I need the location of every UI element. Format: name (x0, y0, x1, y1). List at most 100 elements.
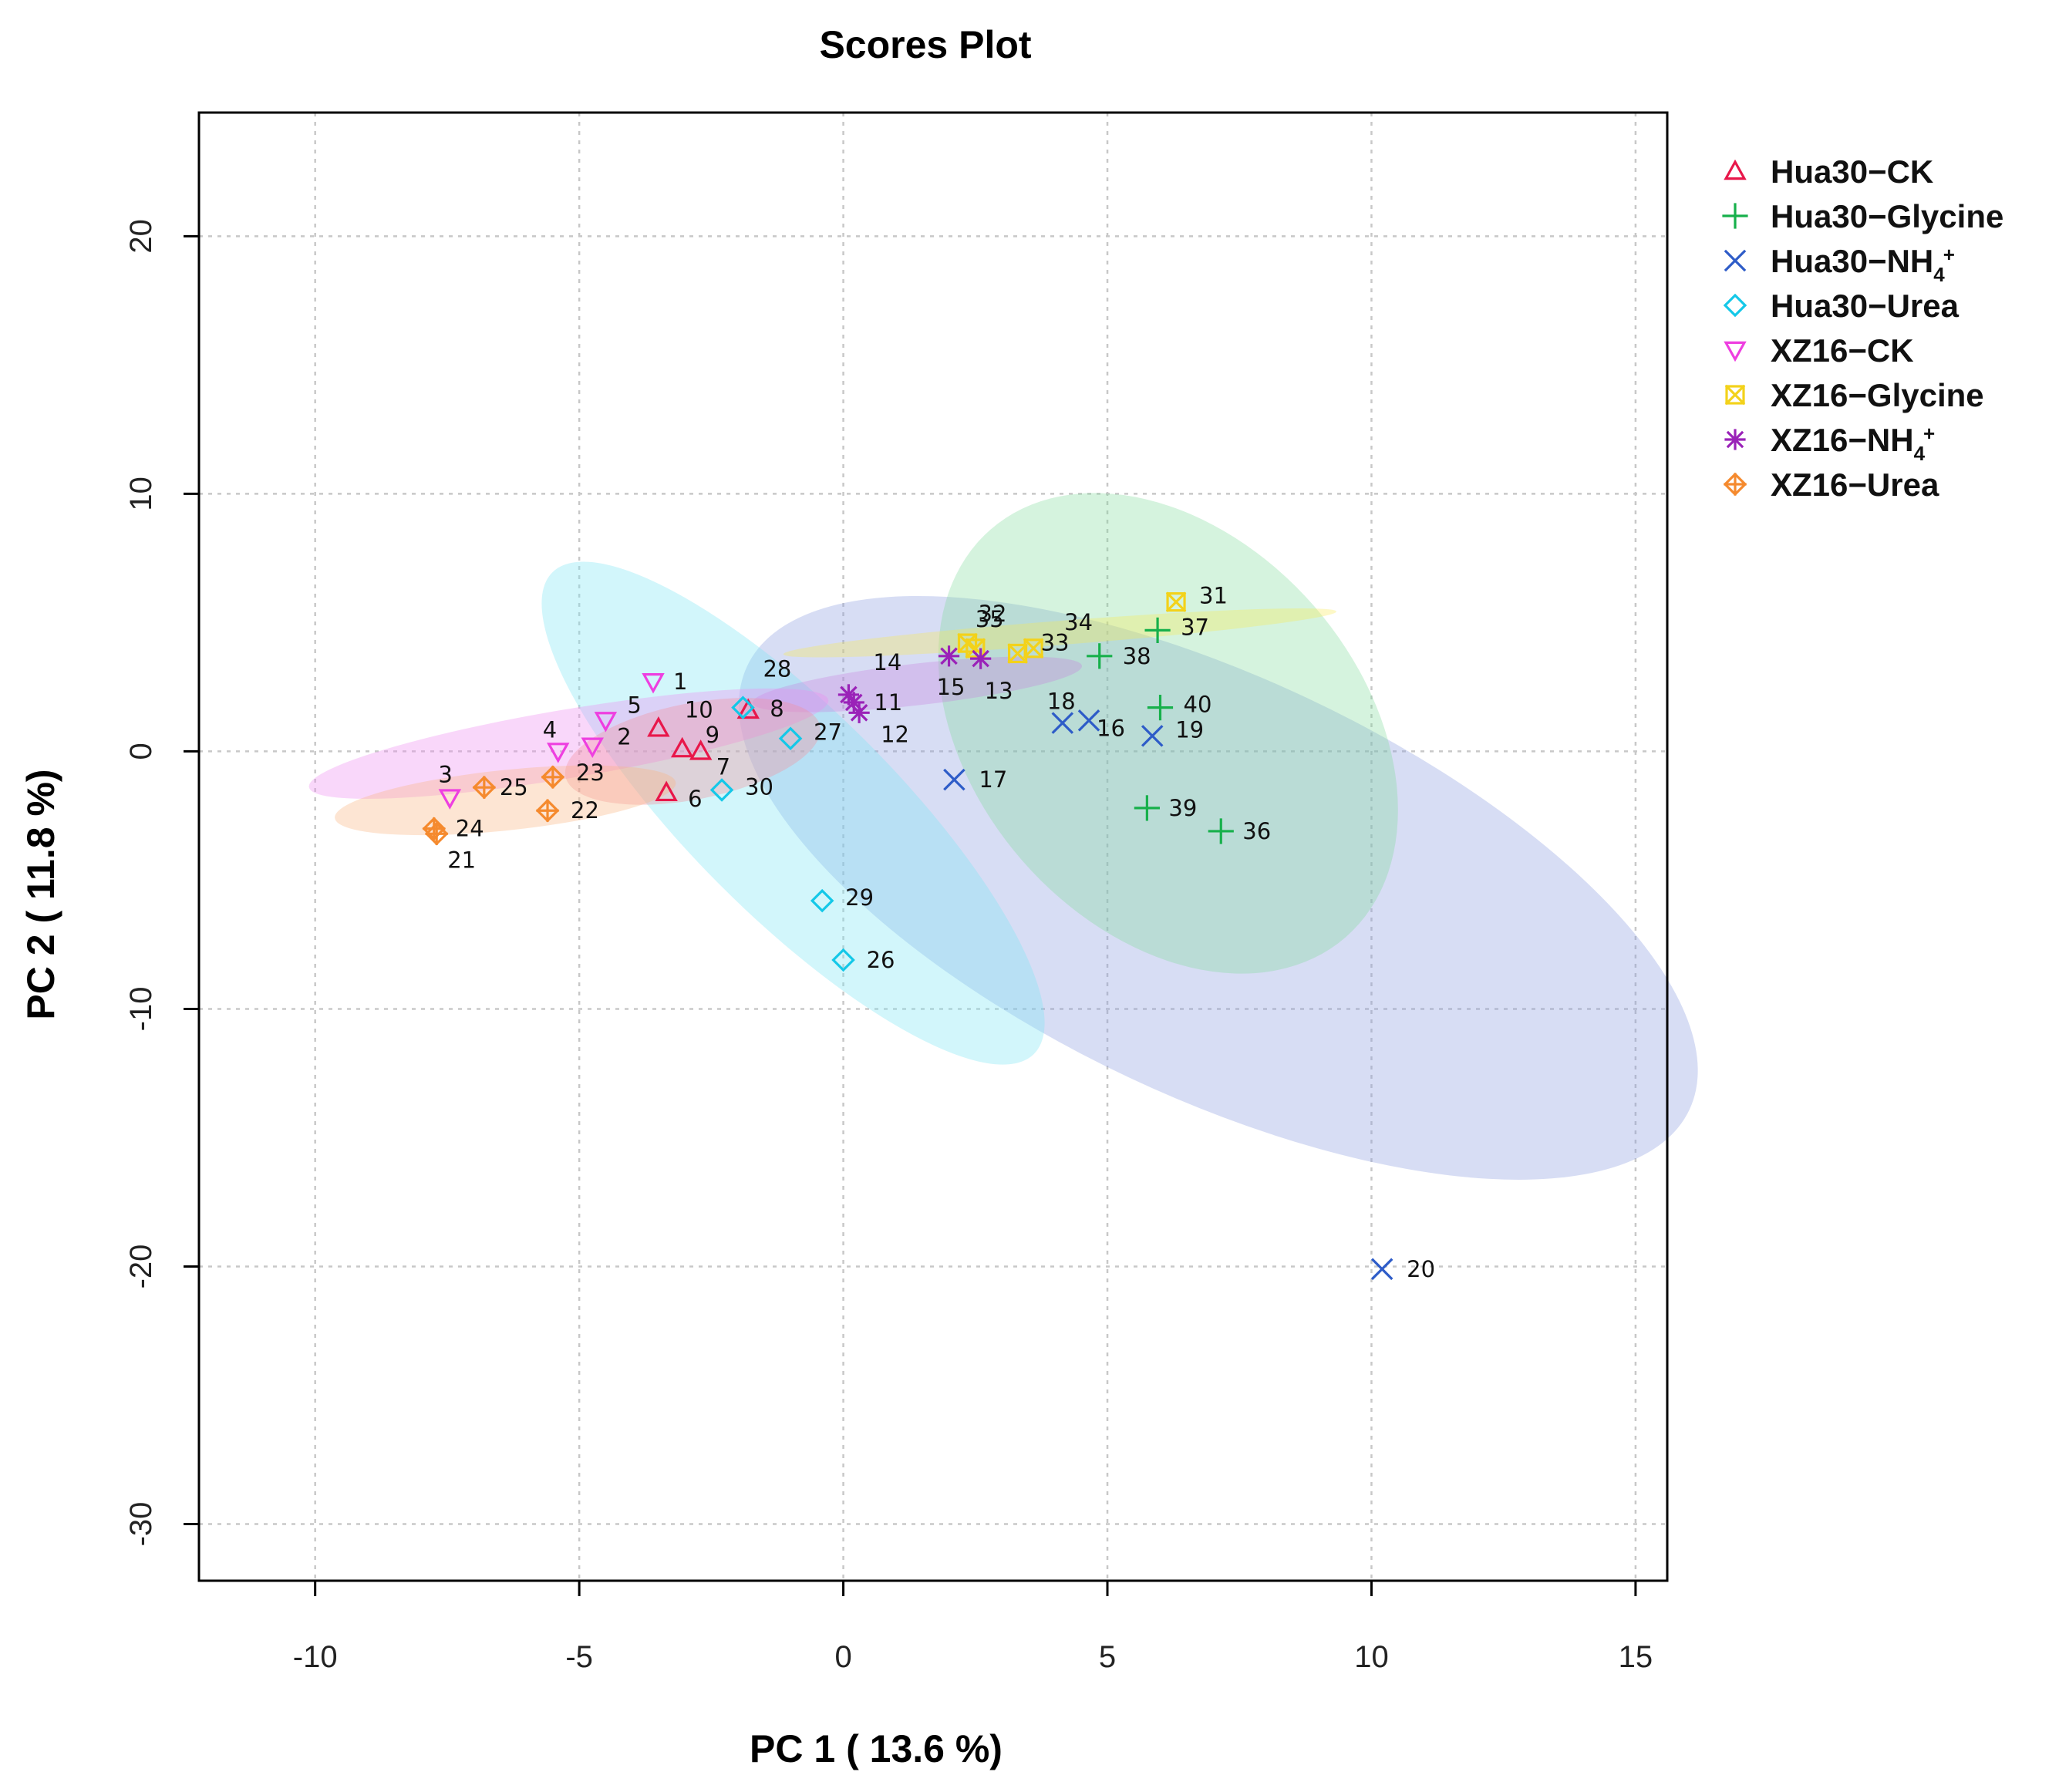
y-tick-label: 10 (124, 477, 158, 511)
point-xz16-ck-1 (642, 673, 665, 694)
point-label-39: 39 (1168, 795, 1197, 821)
point-hua30-ck-9 (670, 736, 694, 758)
point-xz16-ck-4 (547, 743, 570, 763)
point-label-25: 25 (500, 774, 528, 800)
legend-item-xz16-glycine: XZ16−Glycine (1724, 377, 1984, 413)
point-hua30-urea-27 (778, 726, 803, 750)
point-hua30-glycine-39 (1134, 795, 1160, 821)
y-axis-label: PC 2 ( 11.8 %) (19, 769, 62, 1019)
point-xz16-nh4plus-12 (848, 702, 870, 723)
point-label-12: 12 (881, 721, 909, 747)
legend-item-xz16-nh4plus: XZ16−NH4+ (1724, 422, 1935, 465)
point-label-3: 3 (438, 762, 452, 788)
legend-label: XZ16−CK (1771, 332, 1914, 369)
point-hua30-nh4plus-18 (1051, 712, 1074, 734)
point-hua30-nh4plus-20 (1370, 1258, 1393, 1281)
legend-marker-hua30-nh4plus (1724, 249, 1747, 272)
y-tick-label: 0 (124, 743, 158, 760)
point-label-36: 36 (1242, 818, 1271, 844)
point-label-22: 22 (571, 797, 599, 824)
point-label-37: 37 (1181, 614, 1209, 640)
point-xz16-glycine-31 (1165, 591, 1187, 612)
point-xz16-glycine-34 (1023, 638, 1044, 659)
point-hua30-urea-30 (709, 778, 734, 802)
point-label-31: 31 (1199, 583, 1228, 609)
point-hua30-ck-10 (647, 716, 670, 737)
y-tick-label: -20 (124, 1245, 158, 1289)
x-tick-label: 5 (1099, 1640, 1116, 1674)
grid (199, 113, 1667, 1581)
x-axis: -10 -5 0 5 10 15 (293, 1581, 1653, 1674)
x-tick-label: 10 (1354, 1640, 1389, 1674)
legend-label: Hua30−Urea (1771, 288, 1960, 324)
point-label-13: 13 (985, 678, 1013, 704)
legend-marker-xz16-ck (1724, 341, 1747, 362)
legend-marker-xz16-glycine (1724, 384, 1746, 406)
point-label-27: 27 (814, 719, 842, 746)
point-label-18: 18 (1047, 689, 1076, 715)
point-label-33: 33 (1041, 629, 1070, 655)
plot-frame (197, 111, 1669, 1582)
point-hua30-glycine-38 (1087, 643, 1113, 669)
legend-item-hua30-urea: Hua30−Urea (1723, 288, 1960, 324)
point-xz16-urea-24 (422, 817, 447, 840)
point-label-2: 2 (617, 724, 631, 750)
y-tick-label: -10 (124, 987, 158, 1032)
x-tick-label: 15 (1619, 1640, 1653, 1674)
point-xz16-ck-5 (594, 712, 618, 733)
ellipse-hua30-nh4plus (739, 595, 1698, 1180)
point-xz16-nh4plus-14 (837, 684, 860, 706)
x-tick-label: -5 (565, 1640, 593, 1674)
ellipse-xz16-glycine (783, 608, 1336, 658)
point-label-20: 20 (1407, 1256, 1435, 1282)
legend-label: Hua30−Glycine (1771, 198, 2003, 234)
legend-label: XZ16−Glycine (1771, 377, 1984, 413)
data-points (422, 591, 1393, 1281)
x-tick-label: 0 (834, 1640, 851, 1674)
point-hua30-ck-7 (689, 739, 713, 760)
point-xz16-ck-3 (438, 789, 462, 810)
point-label-15: 15 (937, 674, 965, 700)
ellipse-xz16-urea (335, 765, 676, 836)
legend-marker-hua30-glycine (1722, 203, 1748, 229)
point-hua30-nh4plus-19 (1141, 725, 1164, 747)
point-label-16: 16 (1097, 715, 1125, 741)
point-hua30-nh4plus-16 (1077, 709, 1100, 732)
legend: Hua30−CK Hua30−Glycine Hua30−NH4+Hua30−Ure… (1722, 153, 2003, 503)
point-label-9: 9 (706, 722, 719, 748)
point-xz16-urea-22 (535, 798, 560, 823)
point-label-35: 35 (976, 606, 1004, 632)
legend-label: XZ16−NH4+ (1771, 422, 1935, 465)
point-hua30-ck-6 (655, 780, 678, 802)
legend-marker-hua30-ck (1724, 159, 1747, 180)
legend-marker-hua30-urea (1723, 293, 1747, 318)
legend-label: Hua30−CK (1771, 153, 1933, 190)
point-hua30-urea-26 (831, 948, 855, 972)
point-label-40: 40 (1184, 692, 1212, 718)
point-label-8: 8 (770, 696, 783, 722)
legend-label: Hua30−NH4+ (1771, 243, 1955, 286)
point-labels: 6789103637383940161718192026272829301234… (438, 583, 1435, 1282)
point-xz16-nh4plus-15 (938, 645, 960, 667)
legend-marker-xz16-nh4plus (1724, 429, 1746, 450)
legend-item-hua30-nh4plus: Hua30−NH4+ (1724, 243, 1955, 286)
y-axis: -30 -20 -10 0 10 20 (124, 219, 199, 1546)
legend-item-hua30-ck: Hua30−CK (1724, 153, 1933, 190)
ellipse-hua30-glycine (938, 493, 1398, 974)
ellipse-hua30-ck (564, 698, 821, 805)
point-label-24: 24 (456, 816, 484, 842)
point-hua30-glycine-37 (1144, 617, 1171, 644)
point-label-10: 10 (685, 696, 713, 723)
point-hua30-urea-29 (810, 888, 834, 913)
point-label-5: 5 (627, 692, 641, 718)
point-label-17: 17 (979, 766, 1007, 793)
legend-marker-xz16-urea (1723, 472, 1747, 497)
point-label-32: 32 (979, 601, 1007, 627)
point-xz16-urea-25 (472, 775, 497, 800)
chart-title: Scores Plot (819, 23, 1031, 66)
point-label-30: 30 (745, 774, 773, 800)
point-xz16-urea-23 (541, 765, 565, 790)
point-label-26: 26 (867, 947, 895, 973)
point-xz16-nh4plus-13 (970, 648, 992, 669)
